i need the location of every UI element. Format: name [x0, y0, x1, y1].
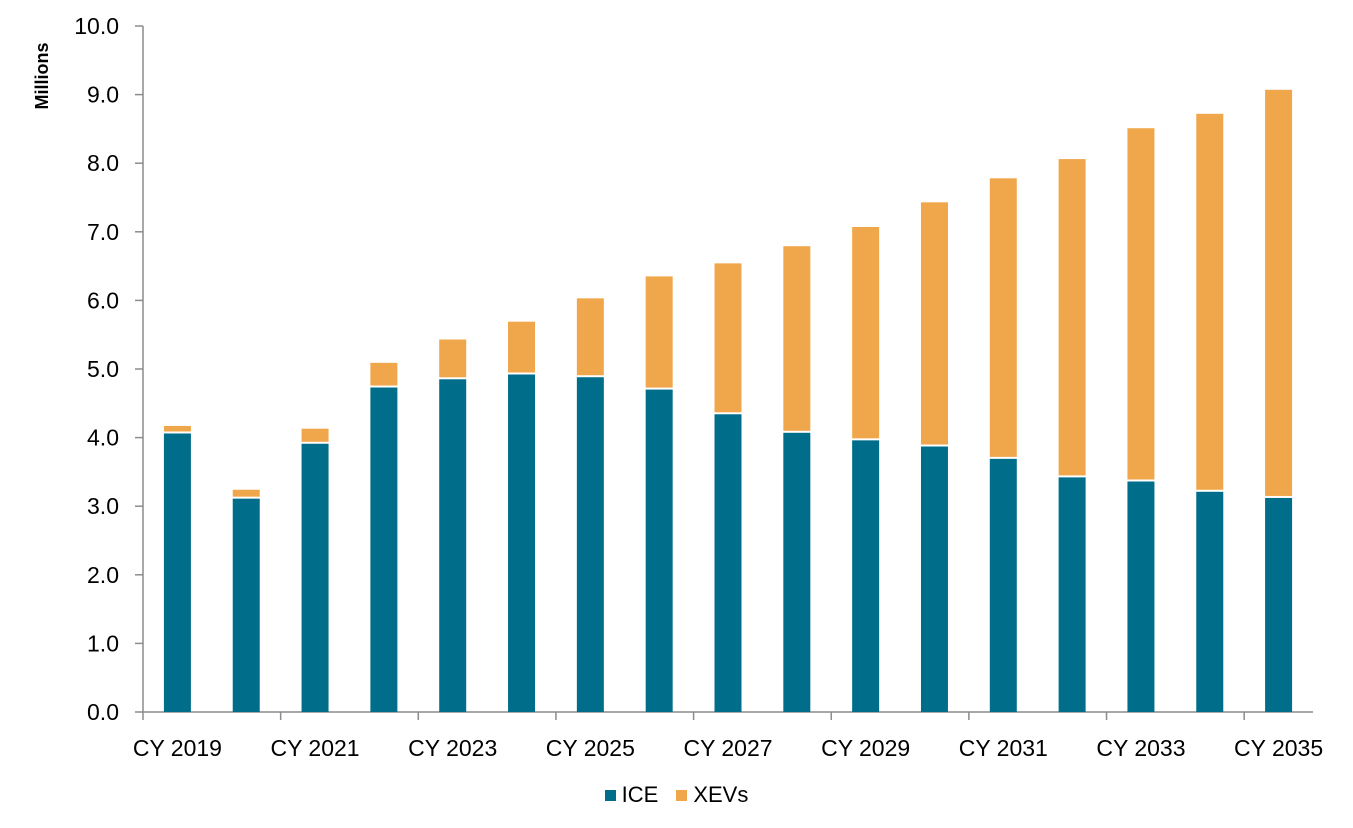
y-tick-label: 10.0 — [74, 13, 119, 39]
legend-item-xevs: XEVs — [676, 782, 748, 808]
bar-segment-xevs — [920, 202, 948, 445]
bar-segment-xevs — [232, 489, 260, 497]
bar-segment-ice — [576, 377, 604, 712]
bar-segment-xevs — [852, 226, 880, 439]
x-tick-label: CY 2021 — [271, 735, 360, 761]
bar-segment-xevs — [1058, 159, 1086, 476]
y-axis-title: Millions — [32, 43, 52, 110]
bar-stack — [1196, 113, 1224, 712]
bar-segment-ice — [714, 414, 742, 712]
bar-segment-ice — [370, 387, 398, 712]
bar-stack — [852, 226, 880, 712]
bar-stack — [1127, 128, 1155, 712]
legend-item-ice: ICE — [604, 782, 659, 808]
x-tick-label: CY 2027 — [683, 735, 772, 761]
bar-stack — [508, 321, 536, 712]
bar-segment-ice — [1196, 491, 1224, 712]
legend-label-ice: ICE — [621, 782, 659, 807]
bar-segment-ice — [1058, 477, 1086, 712]
bar-segment-ice — [439, 379, 467, 712]
bar-stack — [920, 202, 948, 712]
legend-swatch-xevs — [676, 789, 688, 801]
y-tick-label: 6.0 — [87, 287, 119, 313]
x-axis: CY 2019 CY 2021 CY 2023 CY 2025 CY 2027 CY 20… — [133, 711, 1323, 761]
bar-segment-xevs — [508, 321, 536, 373]
y-tick-label: 9.0 — [87, 82, 119, 108]
y-tick-label: 3.0 — [87, 493, 119, 519]
bar-segment-xevs — [714, 263, 742, 413]
bar-stack — [370, 362, 398, 712]
bar-segment-xevs — [576, 298, 604, 376]
bar-segment-ice — [645, 389, 673, 712]
legend: ICE XEVs — [0, 782, 1353, 808]
y-tick-label: 7.0 — [87, 219, 119, 245]
bar-segment-ice — [852, 440, 880, 712]
x-tick-label: CY 2031 — [959, 735, 1048, 761]
bar-segment-xevs — [301, 428, 329, 442]
x-tick-label: CY 2023 — [408, 735, 497, 761]
bar-segment-ice — [232, 498, 260, 712]
bar-segment-ice — [1265, 497, 1293, 712]
y-tick-label: 5.0 — [87, 356, 119, 382]
y-tick-label: 1.0 — [87, 630, 119, 656]
y-tick-label: 0.0 — [87, 699, 119, 725]
y-tick-label: 2.0 — [87, 562, 119, 588]
bar-segment-ice — [920, 446, 948, 712]
y-tick-label: 8.0 — [87, 150, 119, 176]
bar-segment-xevs — [783, 246, 811, 431]
bar-stack — [989, 178, 1017, 712]
bar-stack — [439, 339, 467, 712]
bar-stack — [714, 263, 742, 712]
bar-stack — [1265, 89, 1293, 712]
bar-segment-xevs — [989, 178, 1017, 457]
x-tick-label: CY 2019 — [133, 735, 222, 761]
bar-stack — [301, 428, 329, 712]
x-tick-label: CY 2025 — [546, 735, 635, 761]
bar-segment-xevs — [370, 362, 398, 386]
x-tick-label: CY 2035 — [1234, 735, 1323, 761]
bar-stack — [163, 425, 191, 712]
bar-stack — [645, 276, 673, 712]
bar-segment-xevs — [1265, 89, 1293, 496]
bar-stack — [1058, 159, 1086, 712]
bar-segment-ice — [783, 432, 811, 712]
bar-segment-xevs — [1127, 128, 1155, 480]
y-tick-label: 4.0 — [87, 425, 119, 451]
bar-stack — [783, 246, 811, 712]
legend-label-xevs: XEVs — [693, 782, 749, 807]
bars — [163, 89, 1293, 712]
bar-segment-ice — [1127, 481, 1155, 712]
bar-segment-ice — [163, 433, 191, 712]
x-tick-label: CY 2029 — [821, 735, 910, 761]
bar-segment-xevs — [439, 339, 467, 378]
bar-segment-xevs — [645, 276, 673, 388]
bar-stack — [576, 298, 604, 712]
bar-segment-xevs — [163, 425, 191, 432]
bar-segment-xevs — [1196, 113, 1224, 490]
legend-swatch-ice — [604, 789, 616, 801]
bar-segment-ice — [989, 458, 1017, 712]
x-tick-label: CY 2033 — [1096, 735, 1185, 761]
bar-segment-ice — [508, 374, 536, 712]
y-axis: 0.0 1.0 2.0 3.0 4.0 5.0 6.0 7.0 8.0 9.0 10.0 — [74, 13, 144, 725]
bar-stack — [232, 489, 260, 712]
bar-segment-ice — [301, 443, 329, 712]
